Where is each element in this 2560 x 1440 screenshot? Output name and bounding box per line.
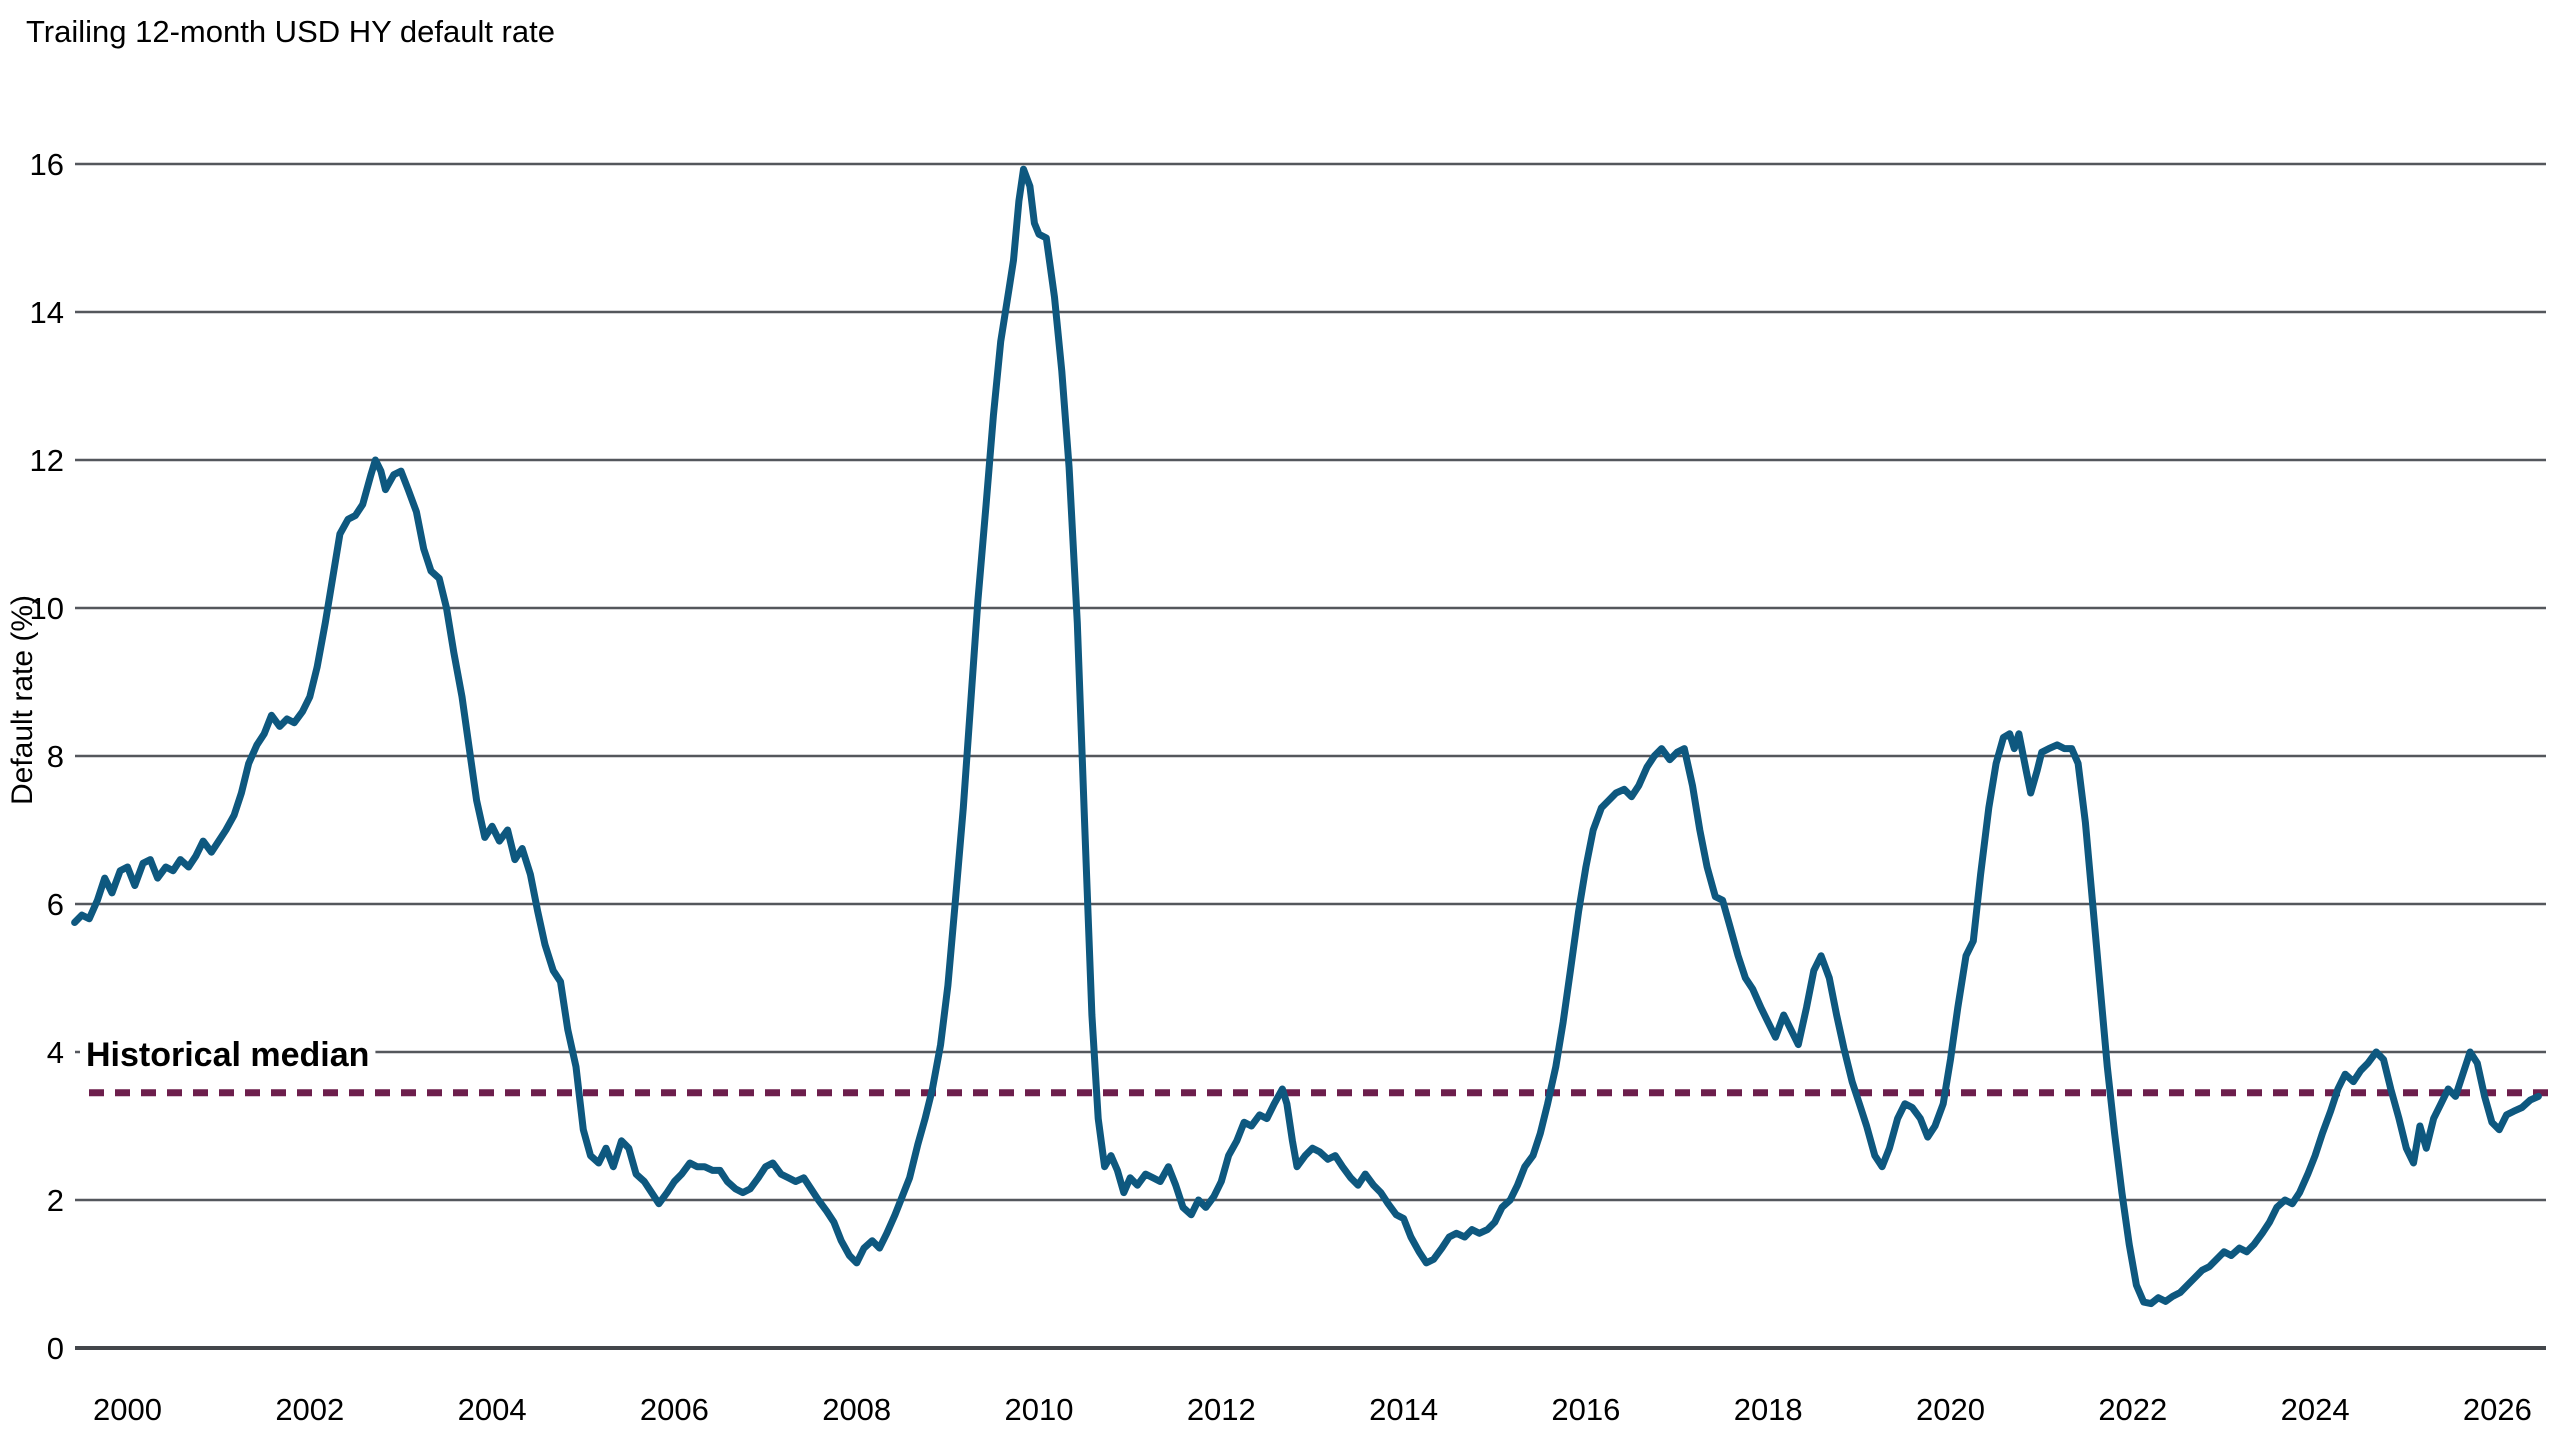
y-axis-tick-labels: 0 2 4 6 8 10 12 14 16 — [30, 147, 64, 1366]
x-tick-label-2020: 2020 — [1916, 1392, 1985, 1427]
x-tick-label-2004: 2004 — [458, 1392, 527, 1427]
x-tick-label-2026: 2026 — [2463, 1392, 2532, 1427]
x-tick-label-2024: 2024 — [2281, 1392, 2350, 1427]
default-rate-line — [71, 165, 2542, 1308]
historical-median-label: Historical median — [86, 1036, 369, 1074]
x-axis-tick-labels: 2000 2002 2004 2006 2008 2010 2012 2014 2016 2018… — [93, 1392, 2532, 1427]
y-tick-label-2: 2 — [47, 1183, 64, 1218]
x-tick-label-2000: 2000 — [93, 1392, 162, 1427]
gridlines — [75, 162, 2546, 1350]
x-tick-label-2022: 2022 — [2098, 1392, 2167, 1427]
y-tick-label-8: 8 — [47, 739, 64, 774]
x-tick-label-2016: 2016 — [1551, 1392, 1620, 1427]
y-tick-label-0: 0 — [47, 1331, 64, 1366]
x-tick-label-2010: 2010 — [1005, 1392, 1074, 1427]
x-tick-label-2014: 2014 — [1369, 1392, 1438, 1427]
default-rate-series — [71, 165, 2542, 1308]
y-tick-label-16: 16 — [30, 147, 64, 182]
y-tick-label-12: 12 — [30, 443, 64, 478]
x-tick-label-2008: 2008 — [822, 1392, 891, 1427]
y-tick-label-6: 6 — [47, 887, 64, 922]
x-tick-label-2018: 2018 — [1734, 1392, 1803, 1427]
x-tick-label-2006: 2006 — [640, 1392, 709, 1427]
y-tick-label-14: 14 — [30, 295, 64, 330]
x-tick-label-2002: 2002 — [275, 1392, 344, 1427]
y-tick-label-4: 4 — [47, 1035, 64, 1070]
y-axis-title: Default rate (%) — [6, 595, 39, 805]
y-tick-label-10: 10 — [30, 591, 64, 626]
chart-title: Trailing 12-month USD HY default rate — [26, 14, 555, 49]
x-tick-label-2012: 2012 — [1187, 1392, 1256, 1427]
median-label-background — [80, 1032, 376, 1078]
